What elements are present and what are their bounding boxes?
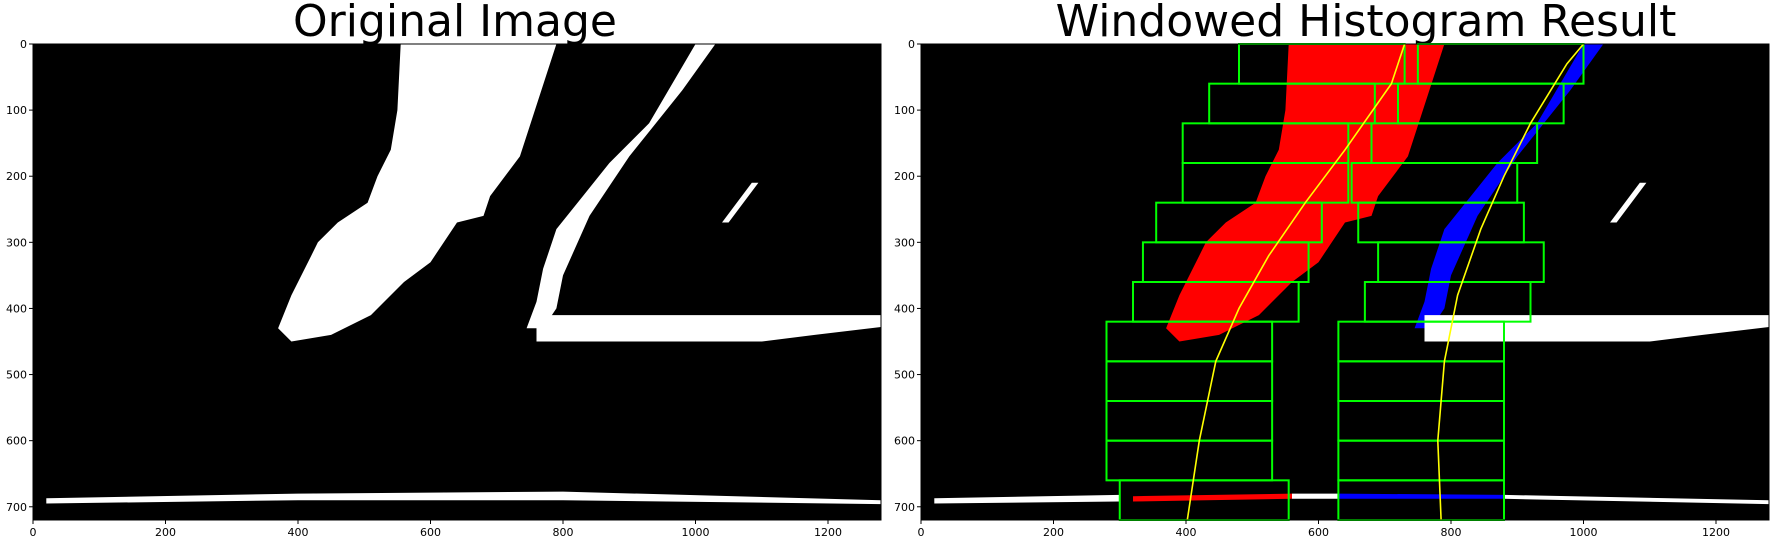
x-tick-label: 1000 bbox=[682, 526, 710, 539]
x-tick-label: 1200 bbox=[1702, 526, 1730, 539]
bottom-line-left bbox=[934, 494, 1120, 504]
y-tick-label: 500 bbox=[894, 369, 915, 382]
y-tick-label: 0 bbox=[908, 38, 915, 51]
y-tick-label: 100 bbox=[6, 104, 27, 117]
y-tick-label: 600 bbox=[894, 435, 915, 448]
axes-frame bbox=[32, 43, 882, 521]
panel-title-original: Original Image bbox=[293, 0, 617, 47]
panel-title-windowed: Windowed Histogram Result bbox=[1056, 0, 1677, 47]
y-tick-label: 700 bbox=[6, 501, 27, 514]
y-tick-label: 200 bbox=[6, 170, 27, 183]
y-tick-label: 300 bbox=[894, 236, 915, 249]
x-tick-label: 600 bbox=[1308, 526, 1329, 539]
bottom-line-right bbox=[1504, 494, 1769, 505]
x-tick-label: 1000 bbox=[1570, 526, 1598, 539]
y-tick-label: 600 bbox=[6, 435, 27, 448]
small-dash bbox=[722, 182, 759, 223]
x-tick-label: 1200 bbox=[814, 526, 842, 539]
x-tick-label: 0 bbox=[918, 526, 925, 539]
panel-original-image: Original Image 0 200 400 600 800 1000 1200 0 100… bbox=[6, 0, 882, 539]
x-tick-label: 800 bbox=[1441, 526, 1462, 539]
x-tick-label: 200 bbox=[155, 526, 176, 539]
right-lane-pixels bbox=[1414, 44, 1604, 329]
x-tick-label: 200 bbox=[1043, 526, 1064, 539]
y-tick-label: 400 bbox=[894, 302, 915, 315]
right-lane-line bbox=[526, 44, 716, 329]
x-tick-label: 600 bbox=[420, 526, 441, 539]
bottom-line-red bbox=[1133, 493, 1292, 502]
y-tick-label: 100 bbox=[894, 104, 915, 117]
y-tick-label: 200 bbox=[894, 170, 915, 183]
bottom-line-middle bbox=[1292, 493, 1339, 499]
x-tick-label: 800 bbox=[553, 526, 574, 539]
bottom-line bbox=[46, 491, 882, 505]
horizontal-mark bbox=[536, 315, 881, 342]
y-tick-label: 300 bbox=[6, 236, 27, 249]
y-tick-label: 500 bbox=[6, 369, 27, 382]
left-fit bbox=[1186, 43, 1406, 521]
small-dash bbox=[1610, 182, 1647, 223]
right-fit bbox=[1436, 43, 1585, 521]
x-tick-label: 0 bbox=[30, 526, 37, 539]
x-tick-label: 400 bbox=[288, 526, 309, 539]
panel-windowed-histogram: Windowed Histogram Result 0 200 400 600 800 1… bbox=[894, 0, 1770, 539]
x-tick-label: 400 bbox=[1176, 526, 1197, 539]
y-tick-label: 400 bbox=[6, 302, 27, 315]
y-tick-label: 700 bbox=[894, 501, 915, 514]
axes-frame bbox=[920, 43, 1770, 521]
left-lane-blob bbox=[278, 44, 557, 342]
y-tick-label: 0 bbox=[20, 38, 27, 51]
bottom-line-blue bbox=[1338, 493, 1504, 499]
